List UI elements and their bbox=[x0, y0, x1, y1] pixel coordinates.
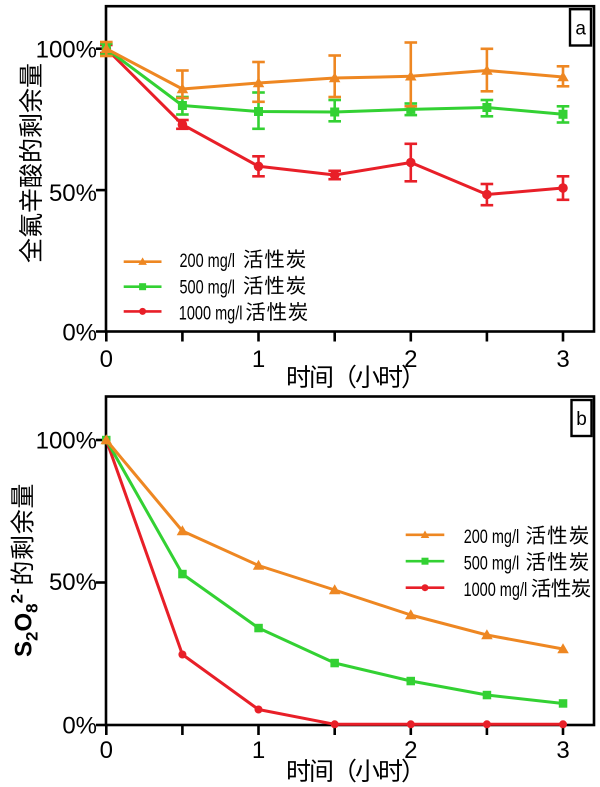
svg-text:0%: 0% bbox=[62, 319, 97, 346]
svg-text:50%: 50% bbox=[49, 180, 97, 207]
svg-text:0: 0 bbox=[100, 346, 113, 373]
svg-text:1000 mg/l: 1000 mg/l bbox=[464, 580, 528, 601]
svg-text:b: b bbox=[576, 409, 587, 430]
svg-text:200 mg/l: 200 mg/l bbox=[180, 251, 236, 272]
svg-text:1: 1 bbox=[252, 737, 265, 764]
svg-text:100%: 100% bbox=[36, 428, 97, 455]
svg-text:1000 mg/l: 1000 mg/l bbox=[179, 304, 243, 325]
svg-text:100%: 100% bbox=[36, 37, 97, 64]
svg-text:1: 1 bbox=[252, 346, 265, 373]
svg-text:2: 2 bbox=[404, 737, 417, 764]
svg-text:2: 2 bbox=[404, 346, 417, 373]
svg-text:0: 0 bbox=[100, 737, 113, 764]
svg-text:3: 3 bbox=[556, 737, 569, 764]
svg-text:500 mg/l: 500 mg/l bbox=[180, 277, 236, 298]
svg-text:0%: 0% bbox=[62, 712, 97, 739]
svg-text:a: a bbox=[575, 19, 586, 40]
svg-text:500 mg/l: 500 mg/l bbox=[464, 554, 520, 575]
svg-text:50%: 50% bbox=[49, 569, 97, 596]
svg-text:200 mg/l: 200 mg/l bbox=[464, 527, 520, 548]
svg-text:3: 3 bbox=[556, 346, 569, 373]
